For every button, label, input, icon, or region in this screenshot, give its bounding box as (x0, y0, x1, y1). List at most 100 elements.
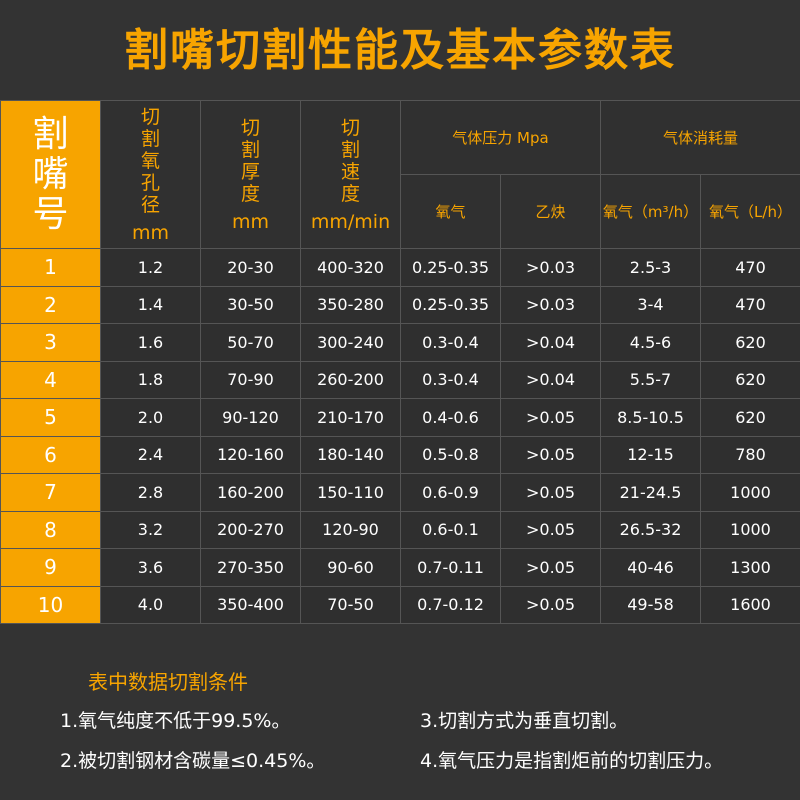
table-cell: >0.04 (500, 323, 601, 362)
table-cell: 0.3-0.4 (400, 360, 501, 399)
table-cell: 90-60 (300, 548, 401, 587)
table-row: 10 4.0 350-400 70-50 0.7-0.12 >0.05 49-58 1600 (0, 585, 800, 624)
table-cell: 1.8 (100, 360, 201, 399)
table-cell: 120-90 (300, 510, 401, 549)
note-item: 1.氧气纯度不低于99.5%。 (60, 710, 291, 732)
table-row: 8 3.2 200-270 120-90 0.6-0.1 >0.05 26.5-32 1000 (0, 510, 800, 549)
table-cell: >0.03 (500, 285, 601, 324)
table-cell: 1.6 (100, 323, 201, 362)
table-cell: >0.05 (500, 473, 601, 512)
table-cell: 350-400 (200, 585, 301, 624)
table-cell: 1000 (699, 510, 800, 549)
table-cell: 120-160 (200, 435, 301, 474)
table-cell: 30-50 (200, 285, 301, 324)
table-cell: 1.4 (100, 285, 201, 324)
table-row: 1 1.2 20-30 400-320 0.25-0.35 >0.03 2.5-3 470 (0, 248, 800, 287)
row-number: 10 (0, 585, 101, 624)
table-cell: 4.5-6 (600, 323, 701, 362)
notes-section: 表中数据切割条件 1.氧气纯度不低于99.5%。 3.切割方式为垂直切割。 2.… (0, 660, 800, 800)
header-oxygen-hole-dia-label: 切 割 氧 孔 径 (140, 105, 160, 216)
table-cell: 300-240 (300, 323, 401, 362)
table-cell: 3.2 (100, 510, 201, 549)
table-cell: 5.5-7 (600, 360, 701, 399)
table-cell: >0.05 (500, 435, 601, 474)
table-row: 4 1.8 70-90 260-200 0.3-0.4 >0.04 5.5-7 620 (0, 360, 800, 399)
table-body: 1 1.2 20-30 400-320 0.25-0.35 >0.03 2.5-3 470 2 1… (0, 248, 800, 624)
row-number: 9 (0, 548, 101, 587)
table-cell: 2.4 (100, 435, 201, 474)
table-cell: 49-58 (600, 585, 701, 624)
table-cell: 70-50 (300, 585, 401, 624)
row-number: 8 (0, 510, 101, 549)
header-oxygen-lh: 氧气（L/h） (699, 174, 800, 249)
table-cell: 3-4 (600, 285, 701, 324)
table-cell: 2.5-3 (600, 248, 701, 287)
table-cell: 0.7-0.11 (400, 548, 501, 587)
table-cell: 40-46 (600, 548, 701, 587)
table-cell: 20-30 (200, 248, 301, 287)
header-oxygen-hole-dia: 切 割 氧 孔 径 mm (100, 100, 201, 249)
header-acetylene-pressure: 乙炔 (500, 174, 601, 249)
table-cell: 0.25-0.35 (400, 285, 501, 324)
table-cell: 26.5-32 (600, 510, 701, 549)
table-cell: 210-170 (300, 398, 401, 437)
row-number: 2 (0, 285, 101, 324)
table-cell: 4.0 (100, 585, 201, 624)
table-cell: 260-200 (300, 360, 401, 399)
table-cell: 21-24.5 (600, 473, 701, 512)
table-cell: 0.6-0.9 (400, 473, 501, 512)
table-row: 5 2.0 90-120 210-170 0.4-0.6 >0.05 8.5-10.5 620 (0, 398, 800, 437)
table-cell: 0.3-0.4 (400, 323, 501, 362)
table-row: 9 3.6 270-350 90-60 0.7-0.11 >0.05 40-46 1300 (0, 548, 800, 587)
row-number: 5 (0, 398, 101, 437)
page-title: 割嘴切割性能及基本参数表 (124, 25, 676, 76)
table-cell: 400-320 (300, 248, 401, 287)
table-row: 7 2.8 160-200 150-110 0.6-0.9 >0.05 21-24.5 100… (0, 473, 800, 512)
table-cell: >0.05 (500, 510, 601, 549)
header-thickness-label: 切 割 厚 度 (240, 116, 260, 205)
table-cell: 0.5-0.8 (400, 435, 501, 474)
table-cell: 0.7-0.12 (400, 585, 501, 624)
table-cell: 780 (699, 435, 800, 474)
table-row: 2 1.4 30-50 350-280 0.25-0.35 >0.03 3-4 470 (0, 285, 800, 324)
table-cell: 160-200 (200, 473, 301, 512)
table-cell: 1.2 (100, 248, 201, 287)
table-cell: 470 (699, 285, 800, 324)
table-cell: 620 (699, 360, 800, 399)
header-speed: 切 割 速 度 mm/min (300, 100, 401, 249)
table-cell: 1300 (699, 548, 800, 587)
header-gas-consumption: 气体消耗量 (599, 100, 800, 175)
table-cell: 1000 (699, 473, 800, 512)
table-cell: 200-270 (200, 510, 301, 549)
table-cell: >0.05 (500, 548, 601, 587)
table-cell: 350-280 (300, 285, 401, 324)
header-oxygen-pressure: 氧气 (400, 174, 501, 249)
parameter-table: 割 嘴 号 切 割 氧 孔 径 mm 切 割 厚 度 mm 切 割 速 度 mm… (0, 100, 800, 624)
header-oxygen-m3h: 氧气（m³/h） (600, 174, 701, 249)
header-speed-unit: mm/min (310, 210, 391, 233)
table-cell: 3.6 (100, 548, 201, 587)
table-cell: >0.05 (500, 398, 601, 437)
table-cell: 150-110 (300, 473, 401, 512)
table-cell: 0.25-0.35 (400, 248, 501, 287)
table-cell: 1600 (699, 585, 800, 624)
table-cell: 12-15 (600, 435, 701, 474)
table-cell: 470 (699, 248, 800, 287)
table-cell: 180-140 (300, 435, 401, 474)
note-item: 2.被切割钢材含碳量≤0.45%。 (60, 750, 326, 772)
table-row: 6 2.4 120-160 180-140 0.5-0.8 >0.05 12-15 780 (0, 435, 800, 474)
header-oxygen-hole-dia-unit: mm (131, 221, 170, 244)
table-cell: 270-350 (200, 548, 301, 587)
table-cell: 2.8 (100, 473, 201, 512)
note-item: 3.切割方式为垂直切割。 (420, 710, 629, 732)
header-gas-pressure: 气体压力 Mpa (400, 100, 601, 175)
row-number: 3 (0, 323, 101, 362)
header-nozzle-no: 割 嘴 号 (0, 100, 101, 249)
table-cell: 0.4-0.6 (400, 398, 501, 437)
table-cell: >0.05 (500, 585, 601, 624)
row-number: 1 (0, 248, 101, 287)
table-cell: 620 (699, 398, 800, 437)
table-row: 3 1.6 50-70 300-240 0.3-0.4 >0.04 4.5-6 620 (0, 323, 800, 362)
table-cell: 2.0 (100, 398, 201, 437)
row-number: 7 (0, 473, 101, 512)
